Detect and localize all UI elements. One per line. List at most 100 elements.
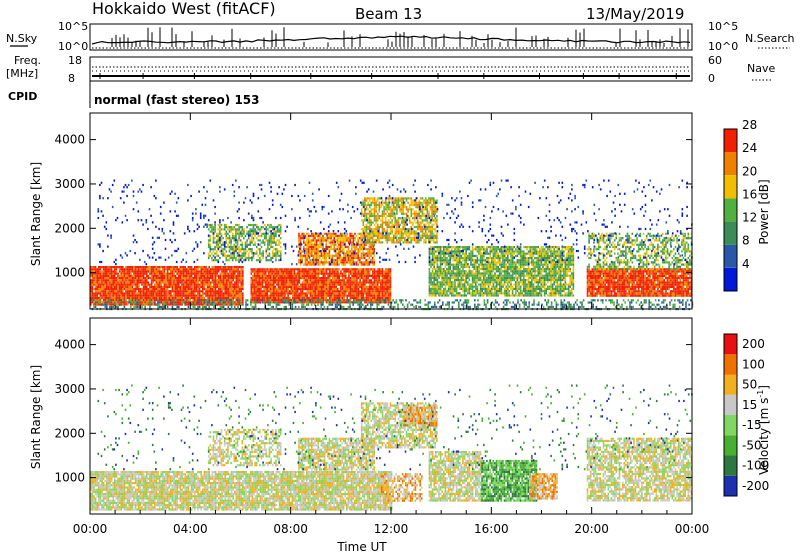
heatmap-cell bbox=[210, 286, 212, 288]
heatmap-cell bbox=[237, 284, 239, 286]
heatmap-cell bbox=[117, 273, 119, 275]
heatmap-cell bbox=[269, 242, 271, 244]
heatmap-cell bbox=[279, 273, 281, 275]
heatmap-cell bbox=[332, 297, 334, 299]
heatmap-cell bbox=[284, 273, 286, 275]
heatmap-cell bbox=[157, 290, 159, 292]
heatmap-cell bbox=[430, 230, 432, 232]
heatmap-cell bbox=[380, 226, 382, 228]
heatmap-cell bbox=[375, 200, 377, 202]
heatmap-cell bbox=[128, 275, 130, 277]
heatmap-cell bbox=[119, 281, 121, 283]
heatmap-cell bbox=[151, 281, 153, 283]
heatmap-cell bbox=[151, 292, 153, 294]
heatmap-cell bbox=[287, 270, 289, 272]
heatmap-cell bbox=[390, 279, 392, 281]
heatmap-cell bbox=[433, 202, 435, 204]
heatmap-cell bbox=[270, 244, 272, 246]
heatmap-cell bbox=[339, 297, 341, 299]
heatmap-cell bbox=[175, 284, 177, 286]
heatmap-cell bbox=[117, 279, 119, 281]
heatmap-cell bbox=[191, 301, 193, 303]
heatmap-cell bbox=[262, 277, 264, 279]
heatmap-cell bbox=[433, 281, 435, 283]
heatmap-cell bbox=[255, 275, 257, 277]
heatmap-cell bbox=[270, 257, 272, 259]
heatmap-cell bbox=[366, 228, 368, 230]
heatmap-cell bbox=[419, 202, 421, 204]
heatmap-cell bbox=[212, 299, 214, 301]
heatmap-cell bbox=[348, 286, 350, 288]
heatmap-cell bbox=[151, 270, 153, 272]
heatmap-cell bbox=[154, 266, 156, 268]
heatmap-cell bbox=[303, 284, 305, 286]
heatmap-cell bbox=[127, 303, 129, 305]
heatmap-cell bbox=[168, 281, 170, 283]
heatmap-cell bbox=[224, 228, 226, 230]
heatmap-cell bbox=[284, 284, 286, 286]
heatmap-cell bbox=[300, 297, 302, 299]
heatmap-cell bbox=[436, 217, 438, 219]
heatmap-cell bbox=[425, 219, 427, 221]
heatmap-cell bbox=[356, 273, 358, 275]
heatmap-cell bbox=[311, 250, 313, 252]
heatmap-cell bbox=[250, 248, 252, 250]
heatmap-cell bbox=[242, 284, 244, 286]
heatmap-cell bbox=[350, 273, 352, 275]
heatmap-cell bbox=[396, 206, 398, 208]
heatmap-cell bbox=[136, 266, 138, 268]
heatmap-cell bbox=[329, 288, 331, 290]
heatmap-cell bbox=[306, 242, 308, 244]
heatmap-cell bbox=[309, 261, 311, 263]
heatmap-cell bbox=[112, 288, 114, 290]
heatmap-cell bbox=[395, 197, 397, 199]
heatmap-cell bbox=[388, 299, 390, 301]
heatmap-cell bbox=[170, 286, 172, 288]
heatmap-cell bbox=[308, 284, 310, 286]
heatmap-cell bbox=[122, 275, 124, 277]
heatmap-cell bbox=[390, 217, 392, 219]
heatmap-cell bbox=[119, 288, 121, 290]
heatmap-cell bbox=[348, 259, 350, 261]
heatmap-cell bbox=[210, 250, 212, 252]
heatmap-cell bbox=[374, 277, 376, 279]
heatmap-cell bbox=[130, 273, 132, 275]
heatmap-cell bbox=[253, 228, 255, 230]
heatmap-cell bbox=[101, 279, 103, 281]
heatmap-cell bbox=[291, 270, 293, 272]
heatmap-cell bbox=[422, 213, 424, 215]
heatmap-cell bbox=[271, 270, 273, 272]
heatmap-cell bbox=[303, 242, 305, 244]
heatmap-cell bbox=[232, 266, 234, 268]
heatmap-cell bbox=[183, 268, 185, 270]
heatmap-cell bbox=[192, 270, 194, 272]
heatmap-cell bbox=[230, 248, 232, 250]
heatmap-cell bbox=[277, 239, 279, 241]
heatmap-cell bbox=[218, 295, 220, 297]
heatmap-cell bbox=[325, 259, 327, 261]
heatmap-cell bbox=[387, 284, 389, 286]
heatmap-cell bbox=[205, 266, 207, 268]
heatmap-cell bbox=[395, 208, 397, 210]
heatmap-cell bbox=[355, 284, 357, 286]
heatmap-cell bbox=[125, 290, 127, 292]
heatmap-cell bbox=[419, 211, 421, 213]
heatmap-cell bbox=[361, 253, 363, 255]
heatmap-cell bbox=[106, 273, 108, 275]
heatmap-cell bbox=[301, 250, 303, 252]
heatmap-cell bbox=[306, 264, 308, 266]
heatmap-cell bbox=[309, 253, 311, 255]
heatmap-cell bbox=[417, 202, 419, 204]
heatmap-cell bbox=[409, 204, 411, 206]
heatmap-cell bbox=[307, 268, 309, 270]
heatmap-cell bbox=[367, 204, 369, 206]
heatmap-cell bbox=[192, 303, 194, 305]
heatmap-cell bbox=[345, 288, 347, 290]
heatmap-cell bbox=[396, 230, 398, 232]
heatmap-cell bbox=[382, 215, 384, 217]
heatmap-cell bbox=[353, 270, 355, 272]
heatmap-cell bbox=[329, 284, 331, 286]
heatmap-cell bbox=[374, 286, 376, 288]
heatmap-cell bbox=[435, 237, 437, 239]
heatmap-cell bbox=[291, 288, 293, 290]
